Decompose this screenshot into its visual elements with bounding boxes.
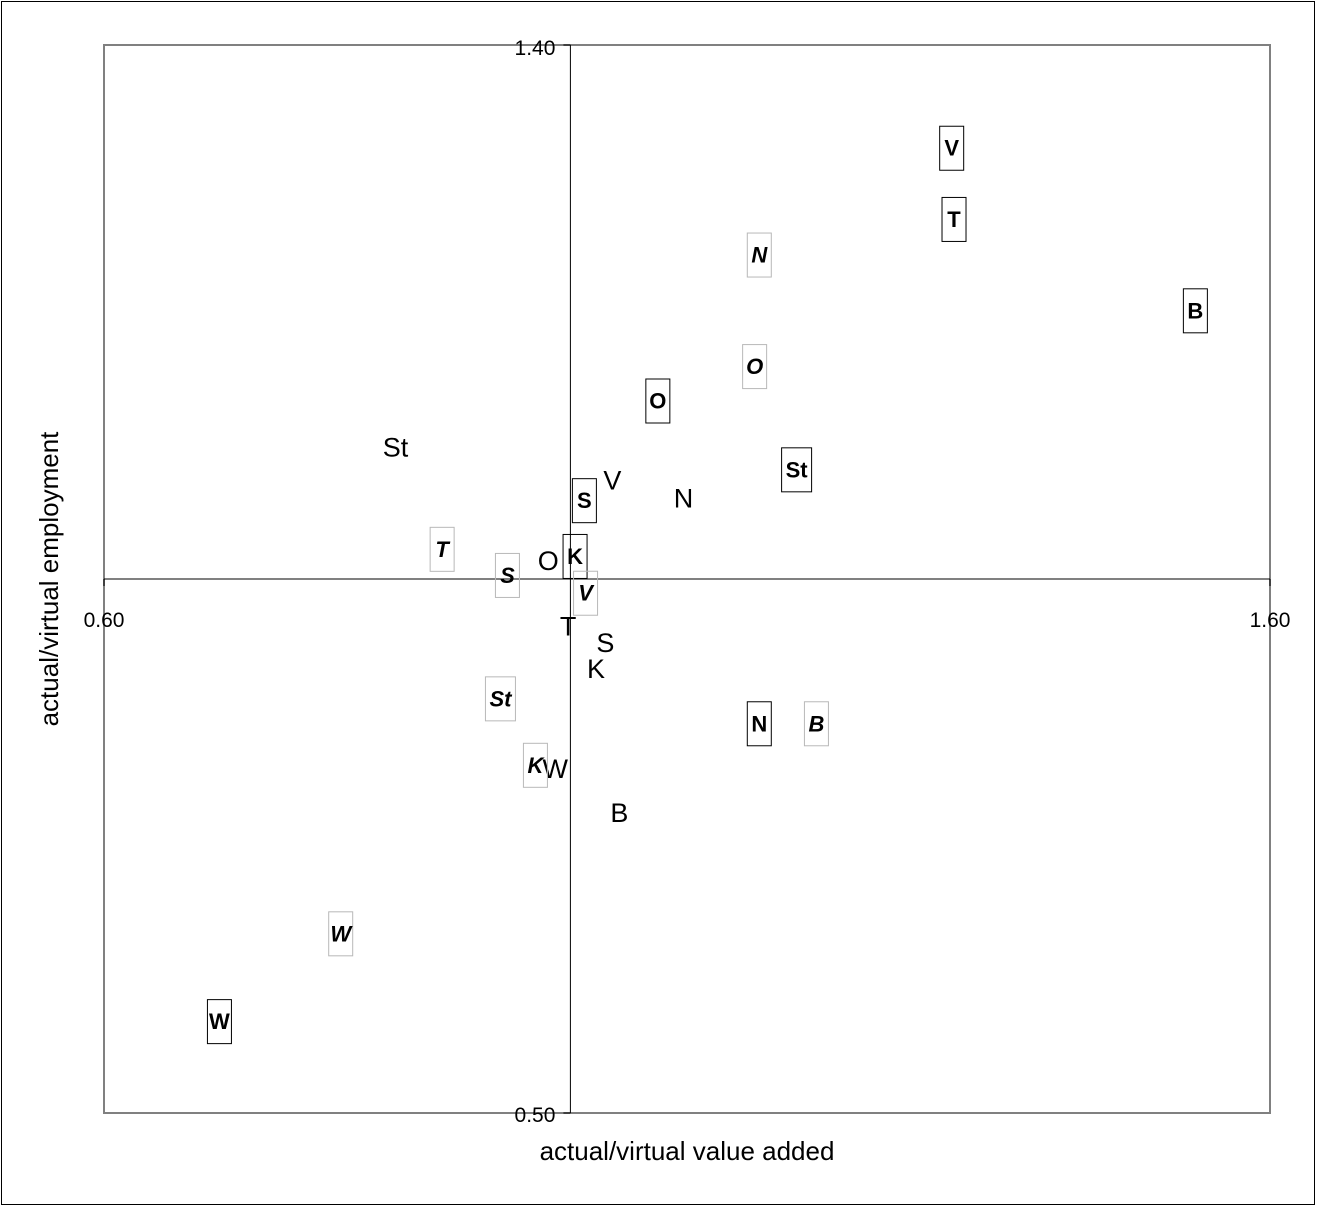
point-label: St xyxy=(786,457,809,482)
point-label: W xyxy=(330,921,353,946)
x-tick-label-max: 1.60 xyxy=(1250,609,1291,632)
data-point: K xyxy=(587,654,605,684)
data-point: O xyxy=(742,344,768,390)
data-point: W xyxy=(206,999,232,1045)
point-label: W xyxy=(209,1009,230,1034)
data-point: T xyxy=(560,611,577,641)
point-label-box xyxy=(571,478,597,524)
data-point: B xyxy=(1182,288,1208,334)
data-point: S xyxy=(596,628,614,658)
point-label-box xyxy=(429,526,455,572)
point-label-box xyxy=(781,447,813,493)
point-label-box xyxy=(742,344,768,390)
point-label: V xyxy=(578,581,595,606)
point-label: B xyxy=(610,798,628,828)
point-label: K xyxy=(587,654,605,684)
point-label: S xyxy=(500,563,515,588)
data-point: S xyxy=(571,478,597,524)
data-point: V xyxy=(939,125,965,171)
y-tick-label-max: 1.40 xyxy=(515,37,556,60)
point-label: B xyxy=(808,711,824,736)
point-label-box xyxy=(573,570,599,616)
y-axis-title: actual/virtual employment xyxy=(34,431,64,727)
data-point: N xyxy=(674,483,694,513)
data-point: O xyxy=(538,546,559,576)
point-label: N xyxy=(674,483,694,513)
point-label: O xyxy=(538,546,559,576)
data-point: V xyxy=(603,466,621,496)
point-label: S xyxy=(577,488,592,513)
point-label: St xyxy=(489,686,513,711)
point-label: T xyxy=(435,537,450,562)
point-label-box xyxy=(939,125,965,171)
point-label-box xyxy=(1182,288,1208,334)
data-point: N xyxy=(746,701,772,747)
point-label-box xyxy=(328,911,354,957)
point-label-box xyxy=(645,378,671,424)
data-point: K xyxy=(522,742,548,788)
point-label: V xyxy=(603,466,621,496)
data-point: S xyxy=(494,552,520,598)
data-point: W xyxy=(328,911,354,957)
data-point: St xyxy=(781,447,813,493)
point-label: V xyxy=(944,136,959,161)
point-label: T xyxy=(947,207,961,232)
point-label: St xyxy=(383,432,409,462)
point-label: N xyxy=(751,711,767,736)
data-point: T xyxy=(429,526,455,572)
point-label-box xyxy=(746,701,772,747)
x-tick-label-min: 0.60 xyxy=(84,609,125,632)
point-label: O xyxy=(746,354,763,379)
data-point: B xyxy=(803,701,829,747)
point-label: T xyxy=(560,611,577,641)
data-point: V xyxy=(573,570,599,616)
point-label-box xyxy=(206,999,232,1045)
point-label-box xyxy=(562,533,588,579)
data-point: St xyxy=(484,676,516,722)
data-point: B xyxy=(610,798,628,828)
y-tick-label-min: 0.50 xyxy=(515,1104,556,1127)
data-point: T xyxy=(941,196,967,242)
data-point: O xyxy=(645,378,671,424)
point-label-box xyxy=(494,552,520,598)
point-label-box xyxy=(746,232,772,278)
point-label: N xyxy=(751,243,768,268)
point-label-box xyxy=(522,742,548,788)
point-label: O xyxy=(649,389,666,414)
data-point: St xyxy=(383,432,409,462)
x-axis-title: actual/virtual value added xyxy=(540,1136,835,1166)
point-label-box xyxy=(941,196,967,242)
data-point: K xyxy=(562,533,588,579)
point-label: S xyxy=(596,628,614,658)
data-point: W xyxy=(542,754,568,784)
point-label-box xyxy=(484,676,516,722)
point-label: B xyxy=(1187,298,1203,323)
point-label: K xyxy=(567,544,583,569)
point-label-box xyxy=(803,701,829,747)
point-label: K xyxy=(527,753,545,778)
data-point: N xyxy=(746,232,772,278)
point-label: W xyxy=(542,754,568,784)
